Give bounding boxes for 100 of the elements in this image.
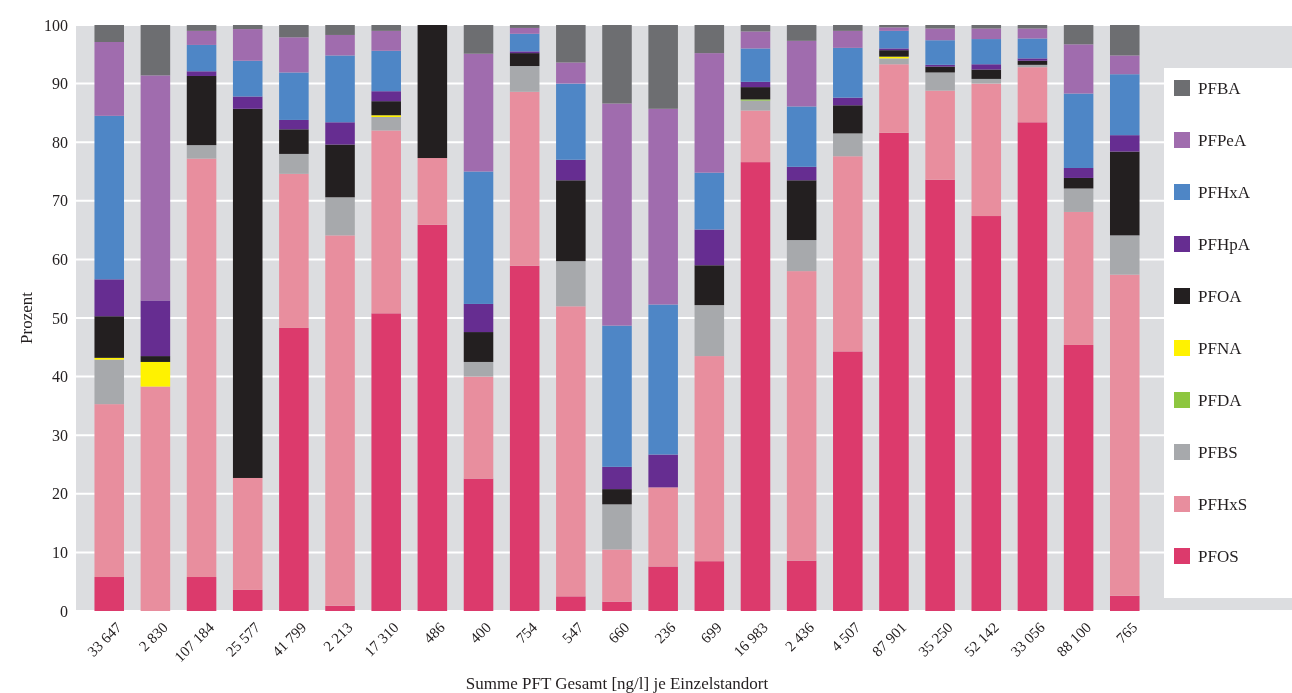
x-tick-label: 2 830 xyxy=(135,619,171,655)
bar xyxy=(602,325,632,467)
y-tick-label: 10 xyxy=(52,544,68,561)
bar xyxy=(325,55,355,123)
bar xyxy=(1109,151,1140,236)
bar xyxy=(833,105,863,134)
x-tick-label: 4 507 xyxy=(828,618,864,655)
bar xyxy=(94,279,125,317)
x-tick-label: 400 xyxy=(466,619,495,647)
bar xyxy=(786,240,817,272)
bar xyxy=(186,158,217,578)
bar xyxy=(94,115,125,280)
bar xyxy=(740,87,771,100)
bar xyxy=(463,376,494,479)
legend-label: PFHxA xyxy=(1198,182,1251,202)
bar xyxy=(1063,25,1094,45)
bar xyxy=(786,560,817,611)
bar xyxy=(833,30,863,48)
bar xyxy=(1109,274,1140,596)
bar xyxy=(833,156,863,352)
x-tick-label: 41 799 xyxy=(268,619,310,660)
bar xyxy=(279,173,309,328)
bar xyxy=(186,75,217,146)
legend-label: PFOS xyxy=(1198,546,1239,566)
bar xyxy=(463,171,494,304)
bar xyxy=(371,130,401,314)
bar xyxy=(740,110,771,163)
bar xyxy=(325,605,355,611)
bar xyxy=(279,153,309,174)
bar xyxy=(140,25,171,76)
bar xyxy=(694,356,725,562)
bar xyxy=(1109,55,1140,75)
bar xyxy=(925,28,955,41)
bar xyxy=(232,29,263,61)
bar xyxy=(694,265,725,306)
bar xyxy=(417,25,448,159)
bar xyxy=(925,40,955,65)
y-tick-label: 60 xyxy=(52,251,68,268)
bar xyxy=(602,466,632,490)
bar xyxy=(1063,177,1094,189)
bar xyxy=(186,30,217,45)
x-tick-label: 2 213 xyxy=(320,619,356,655)
bar xyxy=(556,25,586,63)
bar xyxy=(232,25,263,30)
bar xyxy=(1063,93,1094,168)
bar xyxy=(879,30,909,49)
x-tick-label: 2 436 xyxy=(782,618,818,655)
bar xyxy=(140,356,171,362)
x-tick-label: 236 xyxy=(651,618,680,647)
bar xyxy=(648,566,678,611)
x-tick-label: 107 184 xyxy=(171,618,218,666)
bar xyxy=(648,108,678,305)
x-tick-label: 699 xyxy=(697,619,725,647)
bar xyxy=(925,179,955,611)
bar xyxy=(602,489,632,505)
bar xyxy=(186,25,217,31)
bar xyxy=(232,108,263,478)
bar xyxy=(371,50,401,92)
bar xyxy=(140,75,171,301)
bar xyxy=(417,224,448,611)
bar xyxy=(833,25,863,31)
bar xyxy=(94,25,125,42)
bar xyxy=(371,91,401,102)
legend-label: PFHpA xyxy=(1198,234,1251,254)
bar xyxy=(325,197,355,236)
bar xyxy=(833,133,863,157)
bar xyxy=(648,304,678,455)
bar xyxy=(186,577,217,611)
bar xyxy=(833,97,863,106)
bar xyxy=(556,180,586,262)
bar xyxy=(232,60,263,97)
bar xyxy=(879,132,909,611)
legend-label: PFNA xyxy=(1198,338,1243,358)
bar xyxy=(1063,44,1094,94)
x-tick-label: 17 310 xyxy=(361,619,402,660)
bar xyxy=(232,96,263,109)
bar xyxy=(232,589,263,611)
bar xyxy=(1063,188,1094,212)
bar xyxy=(1109,135,1140,152)
bar xyxy=(279,119,309,130)
bar xyxy=(740,25,771,32)
bar xyxy=(602,103,632,326)
bar xyxy=(740,100,771,111)
y-tick-label: 0 xyxy=(60,602,68,620)
x-tick-label: 765 xyxy=(1113,619,1141,647)
bar xyxy=(140,386,171,611)
bar xyxy=(648,487,678,567)
x-tick-label: 88 100 xyxy=(1053,619,1095,660)
bar xyxy=(602,25,632,104)
bar xyxy=(602,601,632,611)
bar xyxy=(94,404,125,578)
y-axis-title: Prozent xyxy=(17,291,36,344)
bar xyxy=(463,361,494,377)
bar xyxy=(279,129,309,154)
bar xyxy=(971,69,1002,79)
bar xyxy=(1017,38,1048,59)
bar xyxy=(417,158,448,225)
bar xyxy=(971,216,1002,611)
bar xyxy=(740,81,771,88)
y-tick-label: 20 xyxy=(52,485,68,503)
